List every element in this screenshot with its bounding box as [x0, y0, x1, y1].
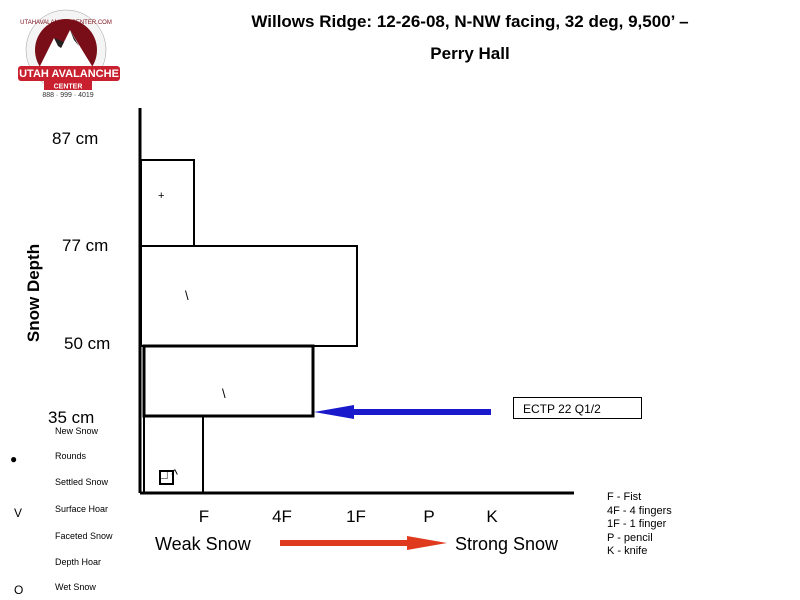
- weak-to-strong-arrow: [280, 536, 447, 550]
- hardness-key-item: P - pencil: [607, 531, 653, 544]
- layer-2-grain-symbol: \: [185, 288, 189, 303]
- key-name: Wet Snow: [55, 582, 96, 592]
- key-name: Settled Snow: [55, 477, 109, 487]
- hardness-key-item: 4F - 4 fingers: [607, 504, 672, 517]
- x-tick-K: K: [486, 507, 498, 526]
- layer-3-grain-symbol: \: [222, 386, 226, 401]
- key-name: Rounds: [55, 451, 87, 461]
- hardness-key-item: K - knife: [607, 545, 648, 557]
- ectp-test-result-box: ECTP 22 Q1/2: [513, 397, 642, 419]
- weak-snow-label: Weak Snow: [155, 534, 251, 554]
- hardness-key-item: 1F - 1 finger: [607, 518, 667, 530]
- depth-label-87: 87 cm: [52, 129, 99, 148]
- svg-text:UTAH AVALANCHE: UTAH AVALANCHE: [19, 68, 119, 80]
- svg-text:UTAHAVALANCHECENTER.COM: UTAHAVALANCHECENTER.COM: [20, 20, 112, 26]
- x-tick-P: P: [423, 507, 435, 526]
- key-name: Surface Hoar: [55, 504, 109, 514]
- x-tick-1F: 1F: [346, 507, 366, 526]
- utah-avalanche-center-logo: UTAH AVALANCHE CENTER 888 · 999 · 4019 U…: [18, 9, 120, 98]
- layer-bar-2: [140, 245, 358, 347]
- layer-bar-3: [142, 344, 315, 418]
- hardness-key-item: F - Fist: [607, 491, 642, 503]
- layer-bar-1: [140, 159, 195, 247]
- x-tick-F: F: [198, 507, 210, 526]
- strong-snow-label: Strong Snow: [455, 534, 559, 554]
- depth-label-50: 50 cm: [64, 334, 111, 353]
- key-symbol: ●: [10, 452, 18, 466]
- layer-4-grain-symbol: □ ^: [159, 466, 178, 482]
- hardness-key: F - Fist 4F - 4 fingers 1F - 1 finger P …: [607, 491, 672, 559]
- key-name: Depth Hoar: [55, 557, 102, 567]
- key-name: New Snow: [55, 426, 99, 436]
- key-symbol: O: [14, 583, 24, 597]
- x-tick-4F: 4F: [272, 507, 292, 526]
- chart-title-line-2: Perry Hall: [430, 44, 510, 63]
- depth-label-77: 77 cm: [62, 236, 109, 255]
- key-name: Faceted Snow: [55, 531, 113, 541]
- layer-bar-4: [143, 415, 204, 494]
- depth-label-35: 35 cm: [48, 408, 95, 427]
- key-symbol: V: [14, 506, 23, 520]
- y-axis-label: Snow Depth: [24, 243, 43, 343]
- svg-text:888 · 999 · 4019: 888 · 999 · 4019: [42, 92, 93, 98]
- svg-text:CENTER: CENTER: [54, 84, 83, 91]
- depth-hoar-square-mark: [159, 470, 174, 485]
- layer-1-grain-symbol: +: [158, 190, 165, 202]
- chart-title-line-1: Willows Ridge: 12-26-08, N-NW facing, 32…: [251, 12, 689, 31]
- ectp-arrow: [314, 405, 491, 419]
